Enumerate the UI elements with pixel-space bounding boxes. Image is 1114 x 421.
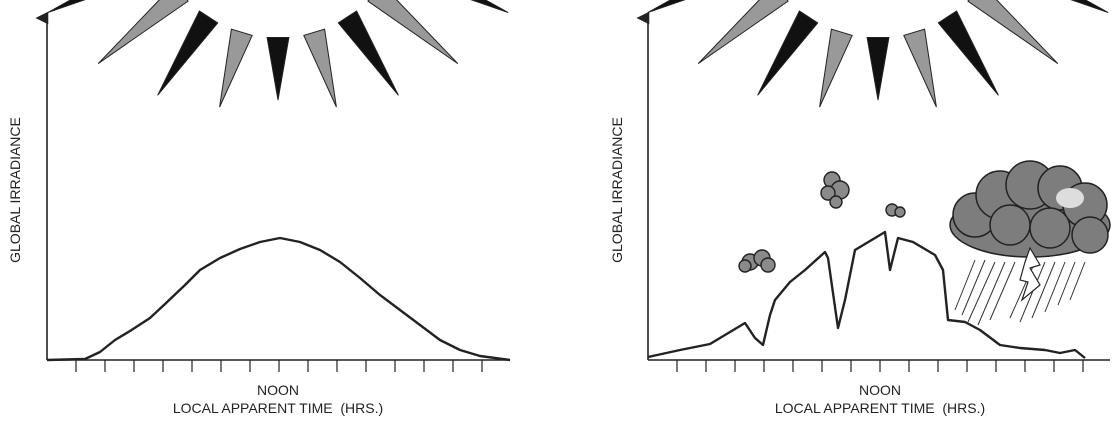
sun-ray — [157, 10, 219, 96]
storm-cloud — [949, 160, 1111, 326]
sun-ray — [937, 10, 999, 96]
cloud — [885, 203, 906, 218]
y-axis-label: GLOBAL IRRADIANCE — [7, 117, 23, 263]
sun-ray — [97, 0, 189, 65]
cloud — [820, 171, 850, 209]
sun-ray — [337, 10, 399, 96]
sun-ray — [47, 0, 86, 13]
panel: GLOBAL IRRADIANCE NOON LOCAL APPARENT TI… — [7, 0, 511, 416]
x-axis-label: LOCAL APPARENT TIME (HRS.) — [775, 400, 985, 416]
panel: GLOBAL IRRADIANCE NOON LOCAL APPARENT TI… — [609, 0, 1111, 416]
x-axis-label: NOON — [859, 382, 901, 398]
sun-ray — [647, 0, 686, 13]
sun-ray — [866, 37, 890, 101]
irradiance-curve — [46, 236, 511, 362]
sun-ray — [967, 0, 1059, 65]
y-axis-label: GLOBAL IRRADIANCE — [609, 117, 625, 263]
sun-ray — [266, 37, 290, 101]
sun-ray — [303, 28, 337, 108]
sun — [647, 0, 1109, 108]
cloud — [738, 249, 776, 273]
irradiance-curve — [647, 230, 1086, 359]
sun-ray — [470, 0, 509, 13]
sun — [47, 0, 509, 108]
x-axis-label: NOON — [257, 382, 299, 398]
sun-ray — [903, 28, 937, 108]
sun-ray — [697, 0, 789, 65]
sun-ray — [219, 28, 253, 108]
sun-ray — [367, 0, 459, 65]
sun-ray — [1070, 0, 1109, 13]
sun-ray — [819, 28, 853, 108]
x-axis-label: LOCAL APPARENT TIME (HRS.) — [173, 400, 383, 416]
sun-ray — [757, 10, 819, 96]
